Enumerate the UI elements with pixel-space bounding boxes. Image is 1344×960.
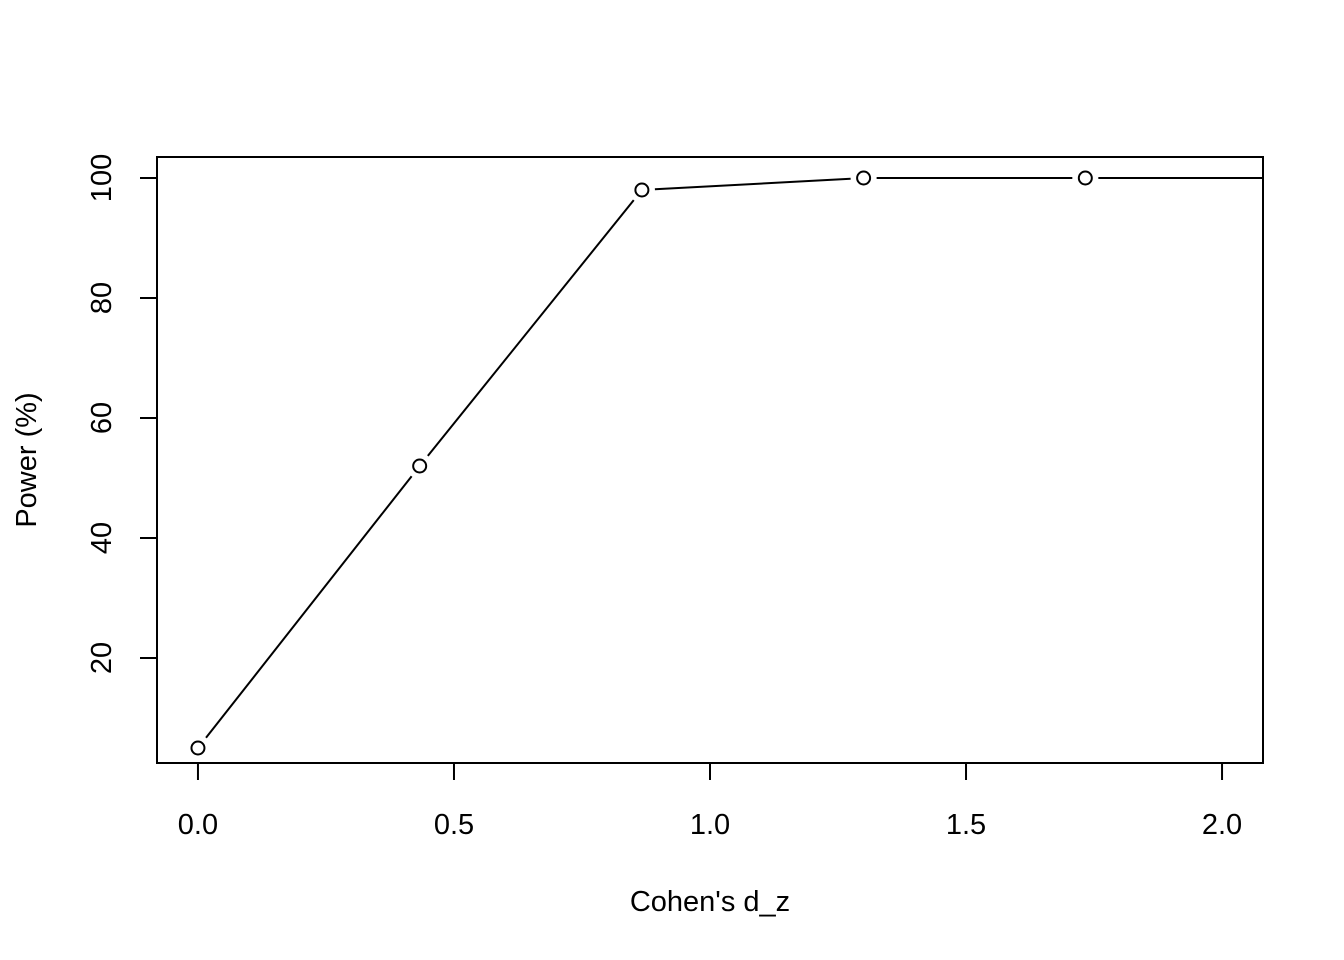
series-line-segment xyxy=(654,177,851,191)
data-point xyxy=(1077,170,1093,186)
x-tick-label: 0.5 xyxy=(434,809,474,841)
y-tick-label: 100 xyxy=(86,154,118,202)
x-axis: 0.0 0.5 1.0 1.5 2.0 xyxy=(178,762,1242,841)
y-tick-label: 80 xyxy=(86,282,118,314)
y-tick-label: 60 xyxy=(86,402,118,434)
x-tick-label: 2.0 xyxy=(1202,809,1242,841)
y-tick-label: 40 xyxy=(86,522,118,554)
data-point xyxy=(412,458,428,474)
series-line-segment xyxy=(205,475,413,739)
series-line-segment xyxy=(427,199,635,457)
x-tick-label: 1.5 xyxy=(946,809,986,841)
y-tick-label: 20 xyxy=(86,642,118,674)
plot-frame xyxy=(156,156,1264,764)
data-point xyxy=(190,740,206,756)
data-point xyxy=(634,182,650,198)
data-point xyxy=(1301,172,1314,185)
data-point xyxy=(856,170,872,186)
x-tick-label: 1.0 xyxy=(690,809,730,841)
series-layer xyxy=(190,170,1314,756)
y-axis-title: Power (%) xyxy=(11,392,43,527)
y-axis: 20 40 60 80 100 xyxy=(86,154,158,674)
x-tick-label: 0.0 xyxy=(178,809,218,841)
x-axis-title: Cohen's d_z xyxy=(630,886,790,918)
